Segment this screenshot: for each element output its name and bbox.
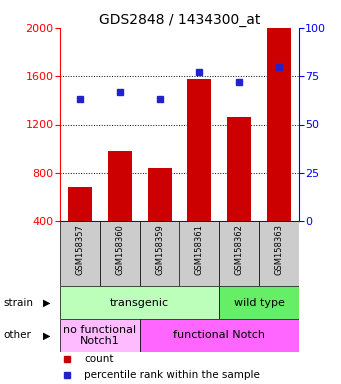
- Text: GSM158363: GSM158363: [275, 224, 284, 275]
- Text: transgenic: transgenic: [110, 298, 169, 308]
- Bar: [60, 319, 140, 352]
- Bar: [68, 187, 92, 221]
- Bar: [148, 168, 172, 221]
- Text: other: other: [3, 331, 31, 341]
- Text: ▶: ▶: [43, 298, 50, 308]
- Bar: [140, 319, 299, 352]
- Bar: [60, 221, 100, 286]
- Bar: [219, 286, 299, 319]
- Text: GSM158362: GSM158362: [235, 224, 244, 275]
- Bar: [227, 117, 251, 221]
- Text: functional Notch: functional Notch: [173, 331, 265, 341]
- Bar: [179, 221, 219, 286]
- Text: GSM158359: GSM158359: [155, 224, 164, 275]
- Text: GSM158361: GSM158361: [195, 224, 204, 275]
- Bar: [267, 28, 291, 221]
- Bar: [140, 221, 179, 286]
- Text: wild type: wild type: [234, 298, 285, 308]
- Bar: [108, 151, 132, 221]
- Bar: [259, 221, 299, 286]
- Text: ▶: ▶: [43, 331, 50, 341]
- Text: GSM158360: GSM158360: [115, 224, 124, 275]
- Bar: [60, 286, 219, 319]
- Text: GSM158357: GSM158357: [75, 224, 85, 275]
- Text: percentile rank within the sample: percentile rank within the sample: [84, 371, 260, 381]
- Bar: [219, 221, 259, 286]
- Text: strain: strain: [3, 298, 33, 308]
- Bar: [100, 221, 140, 286]
- Bar: [188, 79, 211, 221]
- Text: count: count: [84, 354, 114, 364]
- Text: no functional
Notch1: no functional Notch1: [63, 325, 136, 346]
- Title: GDS2848 / 1434300_at: GDS2848 / 1434300_at: [99, 13, 260, 27]
